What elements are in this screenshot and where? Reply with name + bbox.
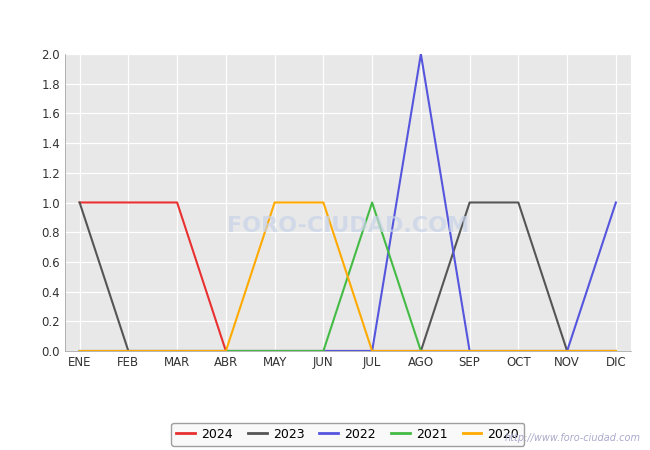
Text: http://www.foro-ciudad.com: http://www.foro-ciudad.com xyxy=(504,433,640,443)
Text: Matriculaciones de Vehiculos en Celada del Camino: Matriculaciones de Vehiculos en Celada d… xyxy=(111,14,539,33)
Legend: 2024, 2023, 2022, 2021, 2020: 2024, 2023, 2022, 2021, 2020 xyxy=(171,423,525,446)
Text: FORO-CIUDAD.COM: FORO-CIUDAD.COM xyxy=(227,216,469,236)
